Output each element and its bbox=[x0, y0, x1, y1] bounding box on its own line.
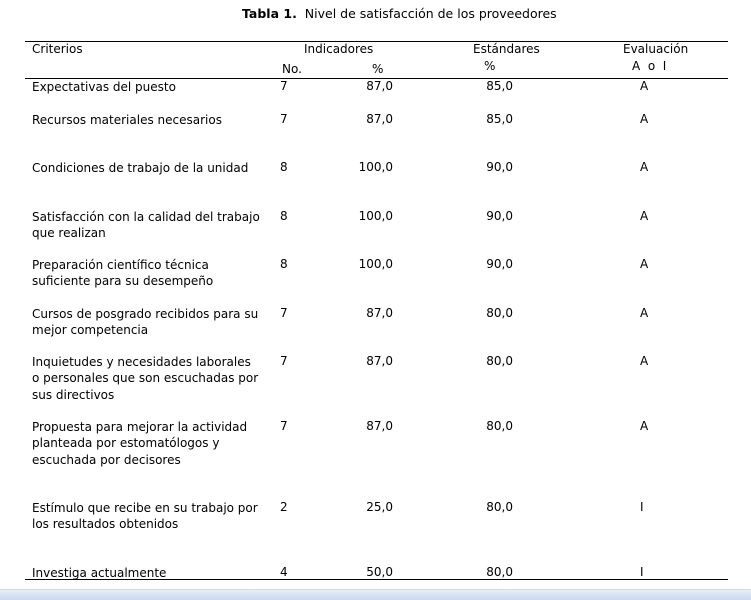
estandar-cell: 90,0 bbox=[486, 257, 513, 271]
eval-cell: I bbox=[640, 500, 644, 514]
no-cell: 8 bbox=[280, 257, 288, 271]
no-cell: 8 bbox=[280, 160, 288, 174]
criterio-cell: Expectativas del puesto bbox=[32, 80, 176, 94]
header-rule bbox=[25, 78, 728, 79]
header-est-pct: % bbox=[484, 59, 496, 73]
eval-cell: I bbox=[640, 565, 644, 579]
estandar-cell: 90,0 bbox=[486, 209, 513, 223]
eval-cell: A bbox=[640, 257, 649, 271]
estandar-cell: 80,0 bbox=[486, 565, 513, 579]
eval-cell: A bbox=[640, 160, 649, 174]
pct-cell: 100,0 bbox=[358, 257, 393, 271]
no-cell: 4 bbox=[280, 565, 288, 579]
eval-cell: A bbox=[640, 306, 649, 320]
criterio-cell: Preparación científico técnica suficient… bbox=[32, 258, 214, 289]
eval-cell: A bbox=[640, 209, 649, 223]
eval-cell: A bbox=[640, 354, 649, 368]
estandar-cell: 80,0 bbox=[486, 354, 513, 368]
estandar-cell: 85,0 bbox=[486, 79, 513, 93]
header-evaluacion: Evaluación bbox=[623, 42, 689, 56]
criterio-cell: Inquietudes y necesidades laborales o pe… bbox=[32, 355, 259, 402]
header-no: No. bbox=[282, 62, 302, 76]
caption-text: Nivel de satisfacción de los proveedores bbox=[304, 6, 557, 21]
criterio-cell: Cursos de posgrado recibidos para su mej… bbox=[32, 307, 259, 338]
estandar-cell: 80,0 bbox=[486, 500, 513, 514]
criterio-cell: Estímulo que recibe en su trabajo por lo… bbox=[32, 501, 258, 532]
page-footer-bar bbox=[0, 589, 751, 600]
pct-cell: 100,0 bbox=[358, 160, 393, 174]
eval-cell: A bbox=[640, 419, 649, 433]
estandar-cell: 90,0 bbox=[486, 160, 513, 174]
header-criterios: Criterios bbox=[32, 42, 83, 56]
estandar-cell: 80,0 bbox=[486, 419, 513, 433]
pct-cell: 87,0 bbox=[366, 306, 393, 320]
criterio-cell: Condiciones de trabajo de la unidad bbox=[32, 161, 249, 175]
no-cell: 2 bbox=[280, 500, 288, 514]
pct-cell: 87,0 bbox=[366, 419, 393, 433]
eval-cell: A bbox=[640, 79, 649, 93]
no-cell: 8 bbox=[280, 209, 288, 223]
criterio-cell: Satisfacción con la calidad del trabajo … bbox=[32, 210, 260, 241]
header-pct: % bbox=[372, 62, 384, 76]
pct-cell: 87,0 bbox=[366, 354, 393, 368]
criterio-cell: Investiga actualmente bbox=[32, 566, 167, 580]
estandar-cell: 80,0 bbox=[486, 306, 513, 320]
top-rule bbox=[25, 41, 728, 42]
pct-cell: 25,0 bbox=[366, 500, 393, 514]
table-caption: Tabla 1. Nivel de satisfacción de los pr… bbox=[242, 6, 557, 21]
eval-cell: A bbox=[640, 112, 649, 126]
criterio-cell: Recursos materiales necesarios bbox=[32, 113, 222, 127]
caption-label: Tabla 1. bbox=[242, 6, 297, 21]
pct-cell: 100,0 bbox=[358, 209, 393, 223]
pct-cell: 87,0 bbox=[366, 79, 393, 93]
no-cell: 7 bbox=[280, 419, 288, 433]
header-indicadores: Indicadores bbox=[304, 42, 374, 56]
bottom-rule bbox=[25, 579, 728, 580]
header-estandares: Estándares bbox=[473, 42, 540, 56]
criterio-cell: Propuesta para mejorar la actividad plan… bbox=[32, 420, 248, 467]
pct-cell: 50,0 bbox=[366, 565, 393, 579]
no-cell: 7 bbox=[280, 354, 288, 368]
estandar-cell: 85,0 bbox=[486, 112, 513, 126]
no-cell: 7 bbox=[280, 112, 288, 126]
header-eval-sub: A o I bbox=[632, 59, 667, 73]
no-cell: 7 bbox=[280, 306, 288, 320]
no-cell: 7 bbox=[280, 79, 288, 93]
pct-cell: 87,0 bbox=[366, 112, 393, 126]
